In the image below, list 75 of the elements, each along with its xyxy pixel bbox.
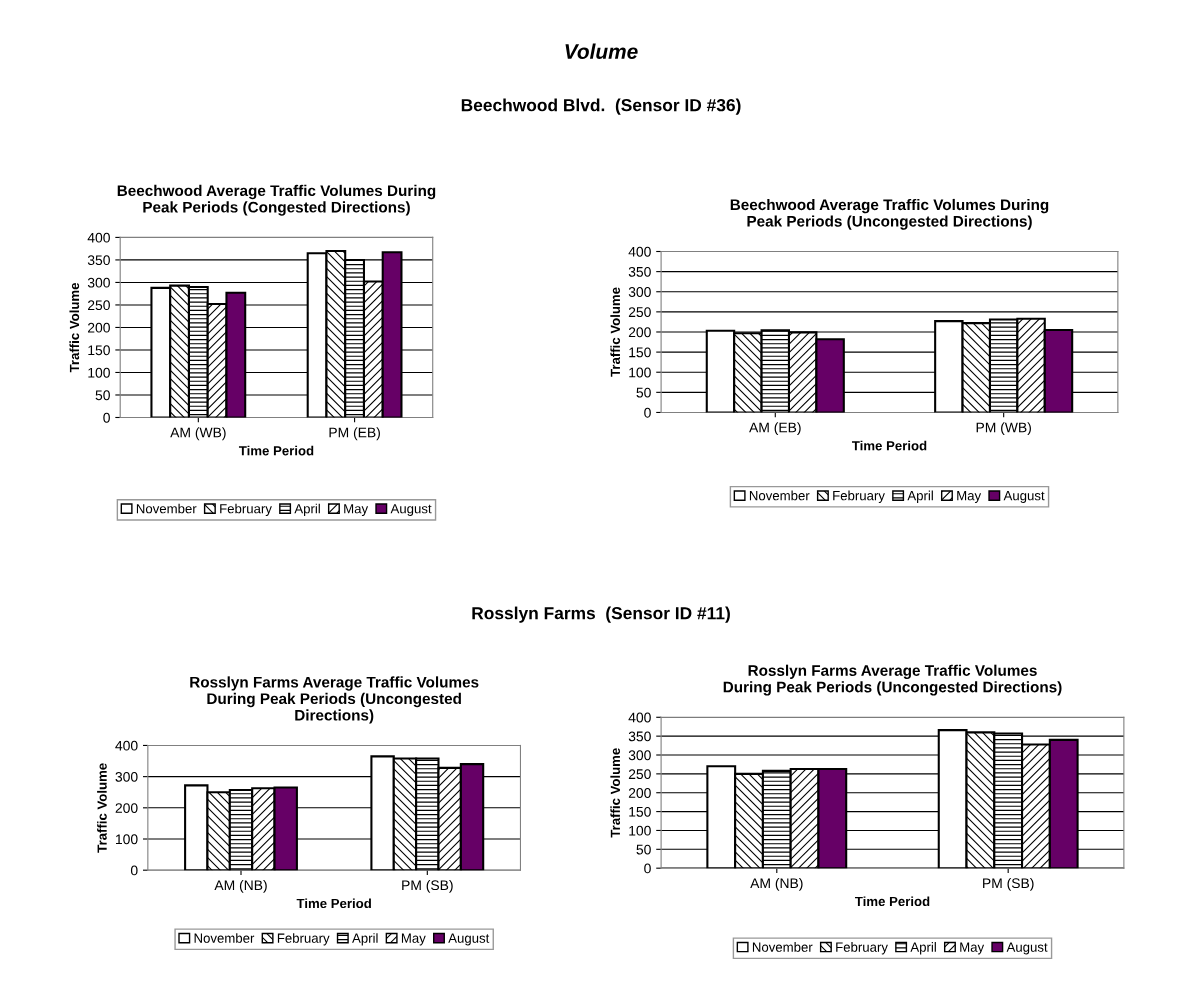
legend-label: April <box>352 933 378 946</box>
y-tick-label: 250 <box>88 300 110 311</box>
y-tick-label: 400 <box>628 246 651 257</box>
x-tick-label: AM (WB) <box>170 427 226 441</box>
y-tick-label: 50 <box>636 844 651 855</box>
x-tick-label: PM (SB) <box>402 879 453 893</box>
x-tick-label: AM (EB) <box>749 422 801 436</box>
x-axis-title: Time Period <box>851 440 927 451</box>
y-tick-label: 0 <box>644 407 651 418</box>
legend-label: August <box>448 933 490 946</box>
legend-label: May <box>401 933 426 946</box>
y-tick-label: 100 <box>629 367 651 378</box>
y-tick-label: 100 <box>629 825 651 836</box>
y-tick-label: 200 <box>628 788 651 798</box>
legend-label: May <box>957 491 982 503</box>
y-tick-label: 350 <box>628 266 651 277</box>
y-axis-title: Traffic Volume <box>97 763 107 853</box>
y-tick-label: 0 <box>130 865 138 876</box>
x-axis-title: Time Period <box>238 445 314 456</box>
y-axis-title: Traffic Volume <box>610 748 621 838</box>
x-axis-title: Time Period <box>854 896 930 907</box>
x-tick-label: PM (EB) <box>329 427 380 441</box>
y-tick-label: 200 <box>115 803 138 813</box>
y-tick-label: 50 <box>636 387 651 398</box>
x-tick-label: AM (NB) <box>214 879 267 893</box>
y-tick-label: 150 <box>629 347 651 358</box>
y-tick-label: 150 <box>88 345 110 356</box>
y-tick-label: 0 <box>644 863 651 874</box>
chart-title: Beechwood Average Traffic Volumes During Peak Periods (Congested Directions) <box>117 184 436 216</box>
legend-label: August <box>390 504 432 516</box>
x-tick-label: PM (WB) <box>976 422 1031 436</box>
y-axis-title: Traffic Volume <box>610 287 621 377</box>
legend-label: November <box>752 942 813 952</box>
legend-label: August <box>1003 491 1045 503</box>
y-tick-label: 350 <box>87 255 110 266</box>
legend-label: April <box>294 503 320 516</box>
chart-title: Rosslyn Farms Average Traffic Volumes During Peak Periods (Uncongested Directions) <box>723 664 1062 696</box>
text: Rosslyn Farms (Sensor ID #11) <box>472 606 730 623</box>
chart-title: Beechwood Average Traffic Volumes During Peak Periods (Uncongested Directions) <box>730 198 1049 230</box>
y-tick-label: 350 <box>628 731 651 742</box>
legend-label: February <box>833 490 885 503</box>
chart-title: Rosslyn Farms Average Traffic Volumes During Peak Periods (Uncongested Directions) <box>190 676 479 724</box>
y-tick-label: 400 <box>87 232 110 243</box>
y-tick-label: 250 <box>628 769 651 780</box>
y-tick-label: 100 <box>116 834 138 845</box>
legend-label: November <box>136 503 197 514</box>
legend-label: November <box>194 933 255 943</box>
y-tick-label: 200 <box>88 322 110 333</box>
y-tick-label: 300 <box>115 771 138 782</box>
x-tick-label: PM (SB) <box>983 877 1034 891</box>
y-tick-label: 150 <box>629 806 651 817</box>
y-tick-label: 200 <box>628 327 651 338</box>
text: Beechwood Blvd. (Sensor ID #36) <box>461 98 741 115</box>
y-tick-label: 400 <box>628 712 651 723</box>
legend-label: May <box>344 504 369 516</box>
x-axis-title: Time Period <box>296 898 371 909</box>
legend-label: April <box>910 942 936 955</box>
y-tick-label: 300 <box>628 287 651 297</box>
y-tick-label: 0 <box>103 412 110 423</box>
legend-label: February <box>220 503 272 516</box>
legend-label: February <box>836 942 888 955</box>
y-tick-label: 300 <box>87 277 110 288</box>
legend-label: February <box>277 933 330 946</box>
y-tick-label: 50 <box>95 390 110 401</box>
y-tick-label: 400 <box>115 740 138 751</box>
y-tick-label: 250 <box>628 307 651 318</box>
legend-label: August <box>1006 942 1048 955</box>
text: Volume <box>565 43 638 59</box>
y-tick-label: 100 <box>88 367 110 378</box>
x-tick-label: AM (NB) <box>750 877 803 891</box>
y-axis-title: Traffic Volume <box>69 282 80 373</box>
legend-label: April <box>907 490 933 503</box>
legend-label: May <box>960 942 985 955</box>
legend-label: November <box>749 490 810 501</box>
y-tick-label: 300 <box>628 750 651 761</box>
